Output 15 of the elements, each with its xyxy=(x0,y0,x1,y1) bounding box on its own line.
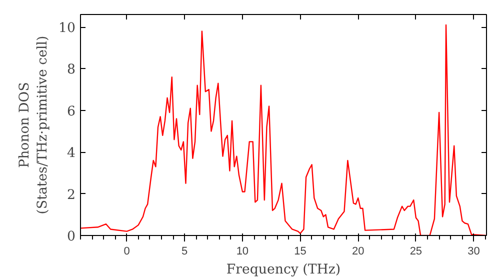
y-tick-label: 0 xyxy=(67,230,76,244)
y-tick-label: 6 xyxy=(67,104,76,120)
y-tick-label: 8 xyxy=(67,62,76,78)
y-axis-title: Phonon DOS (States/THz·primitive cell) xyxy=(18,36,51,214)
x-tick-label: 0 xyxy=(124,246,130,258)
x-axis-title: Frequency (THz) xyxy=(226,262,341,278)
y-tick-label: 2 xyxy=(67,188,76,203)
y-tick-label: 10 xyxy=(58,21,76,36)
x-tick-label: 5 xyxy=(182,246,188,258)
x-tick-label: 10 xyxy=(236,246,249,258)
x-tick-label: 30 xyxy=(468,246,480,258)
x-tick-label: 15 xyxy=(294,246,306,258)
x-tick-label: 20 xyxy=(352,246,364,258)
y-tick-label: 4 xyxy=(67,146,76,162)
x-tick-label: 25 xyxy=(410,246,422,258)
